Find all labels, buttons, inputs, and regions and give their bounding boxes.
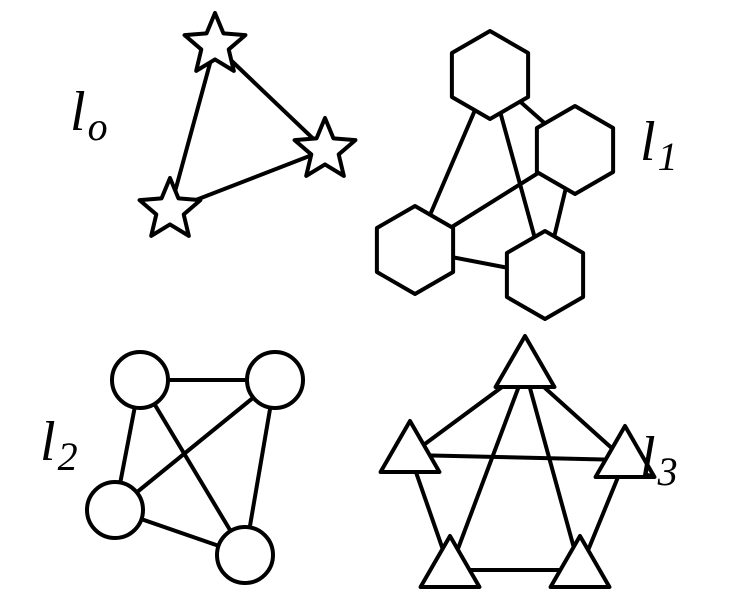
circle-node: [112, 352, 168, 408]
label-l1: l1: [640, 111, 678, 179]
label-l2: l2: [40, 411, 78, 479]
edge: [140, 380, 245, 555]
label-l3: l3: [640, 426, 678, 494]
graph-l1-nodes: [377, 31, 613, 319]
circle-node: [247, 352, 303, 408]
circle-node: [217, 527, 273, 583]
hexagon-node: [452, 31, 528, 119]
edge: [410, 455, 625, 460]
edge: [525, 370, 580, 570]
triangle-node: [421, 536, 480, 587]
edge: [170, 45, 215, 210]
graph-l0-nodes: [140, 13, 356, 236]
triangle-node: [381, 421, 440, 472]
graph-l3-edges: [410, 370, 625, 570]
star-node: [140, 178, 201, 236]
hexagon-node: [537, 106, 613, 194]
triangle-node: [551, 536, 610, 587]
hexagon-node: [377, 206, 453, 294]
graph-l3-nodes: [381, 336, 655, 587]
graph-l0-edges: [170, 45, 325, 210]
label-l0: lo: [70, 81, 108, 149]
circle-node: [87, 482, 143, 538]
diagram-canvas: lo l1 l2 l3: [0, 0, 731, 613]
star-node: [185, 13, 246, 71]
triangle-node: [496, 336, 555, 387]
hexagon-node: [507, 231, 583, 319]
star-node: [295, 118, 356, 176]
graph-l2-nodes: [87, 352, 303, 583]
